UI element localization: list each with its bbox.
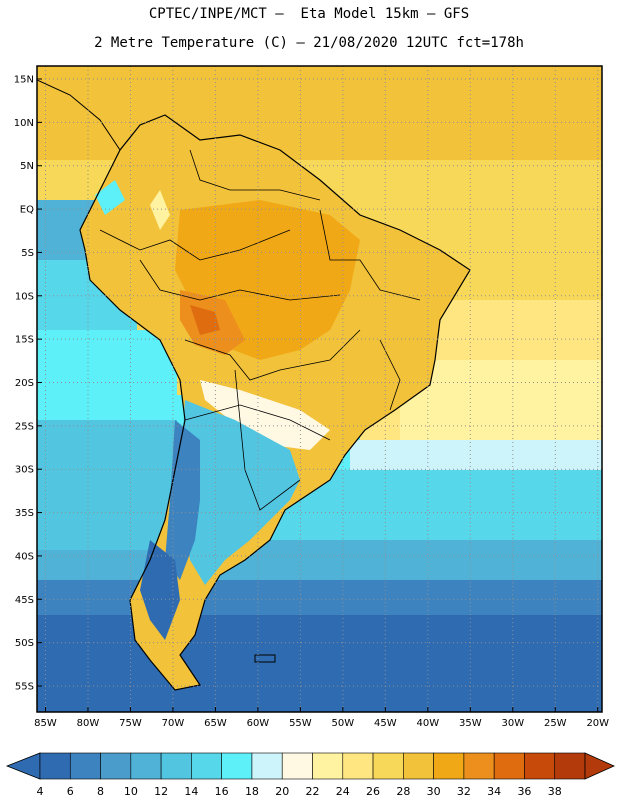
lat-label: 25S	[15, 421, 34, 432]
colorbar-arrow-high	[584, 752, 615, 780]
colorbar-swatch	[160, 752, 192, 780]
lon-label: 50W	[332, 718, 355, 729]
colorbar-swatch	[130, 752, 162, 780]
lat-label: 40S	[15, 551, 34, 562]
temperature-field	[37, 66, 602, 712]
colorbar-swatch	[312, 752, 344, 780]
lat-label: 55S	[15, 681, 34, 692]
colorbar: 4 6 8 10 12 14 16 18 20 22 24 26 28 30 32 34 36 38	[5, 752, 615, 798]
colorbar-label: 8	[97, 785, 104, 798]
lat-label: 15S	[15, 335, 34, 346]
lat-label: 30S	[15, 465, 34, 476]
colorbar-label: 22	[306, 785, 320, 798]
colorbar-label: 18	[245, 785, 259, 798]
colorbar-label: 34	[487, 785, 501, 798]
colorbar-swatch	[221, 752, 253, 780]
lon-label: 25W	[544, 718, 567, 729]
lon-label: 35W	[459, 718, 482, 729]
colorbar-label: 30	[427, 785, 441, 798]
lon-label: 40W	[417, 718, 440, 729]
colorbar-swatch	[342, 752, 374, 780]
lon-label: 60W	[247, 718, 270, 729]
lat-label: 20S	[15, 378, 34, 389]
colorbar-swatch	[191, 752, 222, 780]
title-line-1: CPTEC/INPE/MCT – Eta Model 15km – GFS	[148, 6, 470, 22]
lat-label: 15N	[14, 75, 34, 86]
lat-label: 10N	[14, 118, 34, 129]
colorbar-arrow-low	[5, 752, 41, 780]
colorbar-label: 32	[457, 785, 471, 798]
colorbar-swatch	[463, 752, 495, 780]
lon-label: 85W	[34, 718, 57, 729]
colorbar-swatch	[39, 752, 71, 780]
longitude-axis: 85W 80W 75W 70W 65W 60W 55W 50W 45W 40W 35W 30W 25W 2…	[34, 707, 609, 729]
map-frame	[36, 65, 603, 713]
colorbar-swatch	[372, 752, 404, 780]
lon-label: 75W	[119, 718, 142, 729]
lon-label: 45W	[374, 718, 397, 729]
colorbar-swatch	[281, 752, 313, 780]
colorbar-label: 10	[124, 785, 138, 798]
colorbar-swatch	[251, 752, 283, 780]
colorbar-label: 16	[215, 785, 229, 798]
colorbar-label: 38	[548, 785, 562, 798]
lon-label: 80W	[77, 718, 100, 729]
lon-label: 20W	[586, 718, 609, 729]
lat-label: 45S	[15, 595, 34, 606]
lat-label: 10S	[15, 291, 34, 302]
colorbar-label: 36	[517, 785, 531, 798]
lon-label: 65W	[204, 718, 227, 729]
colorbar-swatch	[403, 752, 434, 780]
colorbar-label: 20	[275, 785, 289, 798]
lat-label: 5S	[21, 248, 34, 259]
colorbar-label: 6	[67, 785, 74, 798]
colorbar-swatch	[493, 752, 525, 780]
lat-label: 50S	[15, 638, 34, 649]
colorbar-swatch	[69, 752, 101, 780]
colorbar-label: 4	[37, 785, 44, 798]
colorbar-swatch	[100, 752, 132, 780]
lat-label: 35S	[15, 508, 34, 519]
lat-label: 5N	[20, 161, 34, 172]
lon-label: 30W	[501, 718, 524, 729]
colorbar-label: 14	[184, 785, 198, 798]
colorbar-swatch	[433, 752, 465, 780]
colorbar-label: 24	[336, 785, 350, 798]
title-line-2: 2 Metre Temperature (C) – 21/08/2020 12U…	[94, 35, 524, 51]
lon-label: 55W	[289, 718, 312, 729]
latitude-axis: 15N 10N 5N EQ 5S 10S 15S 20S 25S 30S 35S 40S 45S 50S 5…	[14, 75, 42, 692]
colorbar-label: 26	[366, 785, 380, 798]
colorbar-label: 28	[396, 785, 410, 798]
colorbar-swatch	[524, 752, 556, 780]
colorbar-label: 12	[154, 785, 168, 798]
lat-label: EQ	[20, 205, 34, 216]
colorbar-swatch	[554, 752, 586, 780]
lon-label: 70W	[162, 718, 185, 729]
